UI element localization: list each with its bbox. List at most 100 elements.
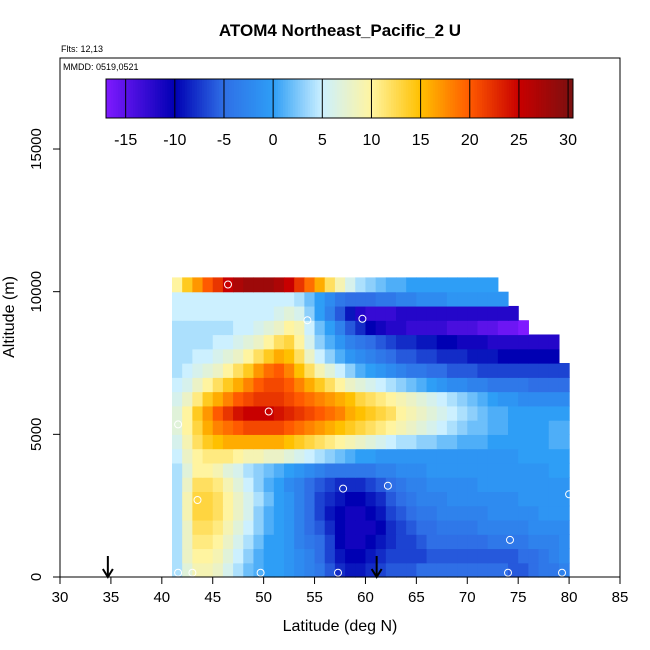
heatmap-cell — [426, 534, 438, 550]
heatmap-cell — [334, 391, 346, 407]
colorbar-segment — [246, 79, 250, 118]
heatmap-cell — [304, 448, 316, 464]
heatmap-cell — [212, 363, 224, 378]
heatmap-cell — [375, 405, 387, 421]
heatmap-cell — [182, 391, 193, 407]
flight-point — [303, 316, 312, 325]
heatmap-cell — [263, 363, 275, 378]
heatmap-cell — [212, 534, 224, 550]
heatmap-cell — [446, 562, 458, 578]
heatmap-cell — [538, 434, 550, 450]
heatmap-cell — [273, 519, 285, 535]
heatmap-cell — [558, 405, 570, 421]
heatmap-cell — [446, 334, 458, 350]
heatmap-cell — [365, 534, 377, 550]
heatmap-cell — [375, 334, 387, 350]
x-tick-label: 75 — [510, 589, 527, 606]
colorbar-segment — [511, 79, 515, 118]
heatmap-cell — [548, 391, 560, 407]
heatmap-cell — [304, 534, 316, 550]
colorbar-segment — [273, 79, 277, 118]
colorbar-segment — [302, 79, 306, 118]
colorbar-segment — [209, 79, 213, 118]
heatmap-cell — [253, 277, 265, 293]
heatmap-cell — [233, 534, 244, 550]
heatmap-cell — [538, 420, 550, 435]
heatmap-cell — [284, 291, 295, 307]
heatmap-cell — [253, 334, 265, 350]
heatmap-cell — [446, 505, 458, 521]
heatmap-cell — [222, 462, 234, 478]
colorbar-segment — [393, 79, 397, 118]
heatmap-cell — [436, 363, 448, 378]
colorbar-segment — [290, 79, 294, 118]
colorbar-segment — [413, 79, 417, 118]
heatmap-cell — [314, 434, 326, 450]
heatmap-cell — [314, 462, 326, 478]
heatmap-cell — [233, 320, 244, 336]
heatmap-cell — [334, 477, 346, 493]
heatmap-cell — [406, 377, 417, 393]
heatmap-cell — [477, 548, 489, 564]
heatmap-cell — [294, 462, 305, 478]
heatmap-cell — [192, 534, 204, 550]
heatmap-cell — [446, 420, 458, 435]
heatmap-cell — [334, 348, 346, 364]
heatmap-cell — [222, 305, 234, 321]
colorbar-segment — [509, 79, 513, 118]
heatmap-cell — [406, 562, 417, 578]
heatmap-cell — [457, 420, 468, 435]
heatmap-cell — [192, 348, 204, 364]
heatmap-cell — [467, 505, 479, 521]
heatmap-cell — [233, 505, 244, 521]
heatmap-cell — [396, 277, 407, 293]
heatmap-cell — [345, 334, 356, 350]
heatmap-cell — [518, 334, 529, 350]
heatmap-cell — [304, 519, 316, 535]
heatmap-cell — [365, 491, 377, 507]
heatmap-cell — [172, 334, 183, 350]
heatmap-cell — [284, 334, 295, 350]
heatmap-cell — [426, 363, 438, 378]
heatmap-cell — [294, 277, 305, 293]
heatmap-cell — [334, 363, 346, 378]
x-tick-label: 40 — [153, 589, 170, 606]
heatmap-cell — [304, 377, 316, 393]
heatmap-cell — [487, 448, 499, 464]
colorbar-segment — [135, 79, 139, 118]
heatmap-cell — [345, 462, 356, 478]
heatmap-cell — [365, 448, 377, 464]
heatmap-cell — [263, 562, 275, 578]
heatmap-cell — [548, 420, 560, 435]
colorbar-segment — [442, 79, 446, 118]
heatmap-cell — [436, 519, 448, 535]
heatmap-cell — [518, 534, 529, 550]
heatmap-cell — [518, 548, 529, 564]
heatmap-cell — [528, 462, 540, 478]
colorbar-segment — [538, 79, 542, 118]
heatmap-cell — [334, 534, 346, 550]
heatmap-cell — [314, 534, 326, 550]
heatmap-cell — [334, 448, 346, 464]
heatmap-cell — [457, 405, 468, 421]
heatmap-cell — [375, 348, 387, 364]
colorbar-segment — [162, 79, 166, 118]
heatmap-cell — [548, 534, 560, 550]
heatmap-cell — [172, 405, 183, 421]
colorbar-segment — [285, 79, 289, 118]
colorbar-segment — [184, 79, 188, 118]
heatmap-cell — [396, 334, 407, 350]
colorbar-segment — [314, 79, 318, 118]
heatmap-cell — [365, 405, 377, 421]
heatmap-cell — [497, 491, 509, 507]
heatmap-cell — [538, 548, 550, 564]
heatmap-cell — [365, 363, 377, 378]
heatmap-cell — [273, 562, 285, 578]
heatmap-cell — [558, 491, 570, 507]
heatmap-cell — [182, 277, 193, 293]
heatmap-cell — [294, 548, 305, 564]
heatmap-cell — [345, 291, 356, 307]
heatmap-cell — [345, 405, 356, 421]
heatmap-cell — [396, 448, 407, 464]
colorbar-segment — [233, 79, 237, 118]
